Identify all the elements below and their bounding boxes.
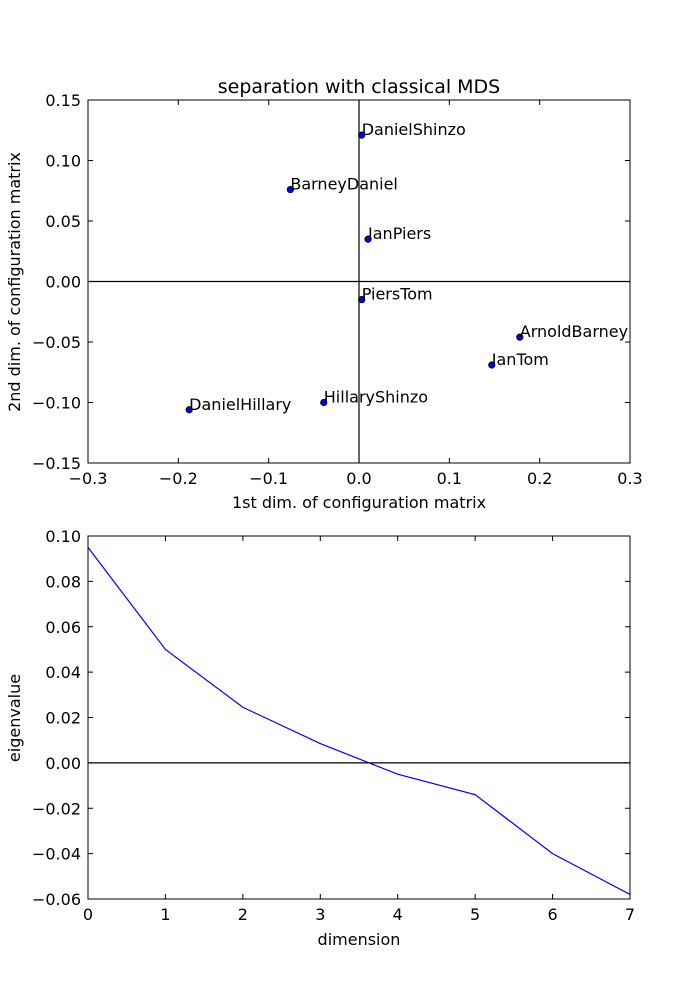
x-tick-label: 2 (238, 905, 248, 924)
tick-layer: −0.3 −0.2 −0.1 0.0 0.1 0.2 0.3 −0.15 −0.10 −0.05 0… (32, 91, 643, 488)
y-tick-label: 0.00 (45, 754, 81, 773)
x-axis-label: dimension (318, 930, 401, 949)
plot-frame (87, 99, 631, 464)
data-point-label: JanPiers (367, 224, 431, 243)
x-tick-label: 5 (470, 905, 480, 924)
x-tick-label: 1 (160, 905, 170, 924)
data-point (320, 398, 328, 407)
x-tick-label: 3 (315, 905, 325, 924)
y-tick-label: 0.15 (45, 91, 81, 110)
y-tick-label: −0.15 (32, 454, 81, 473)
x-tick-label: 0.0 (346, 469, 371, 488)
y-axis-label: eigenvalue (5, 674, 24, 762)
plot-frame (87, 535, 631, 900)
y-tick-label: −0.02 (32, 799, 81, 818)
x-tick-label: 0.3 (617, 469, 642, 488)
data-point (358, 131, 366, 139)
x-tick-label: −0.2 (159, 469, 198, 488)
tick-layer: 0 1 2 3 4 5 6 7 −0.06 −0.04 −0.02 0.00 0.02 0.04 0.06 0… (32, 527, 635, 924)
data-point (516, 333, 524, 341)
reference-lines (88, 100, 630, 463)
x-axis-label: 1st dim. of configuration matrix (232, 493, 486, 512)
y-tick-label: 0.10 (45, 527, 81, 546)
data-point-label: DanielShinzo (362, 120, 466, 139)
y-axis-label: 2nd dim. of configuration matrix (5, 152, 24, 412)
x-tick-label: 6 (547, 905, 557, 924)
x-tick-label: −0.1 (249, 469, 288, 488)
data-point-label: PiersTom (362, 285, 433, 304)
chart-title: separation with classical MDS (218, 76, 500, 98)
x-tick-label: −0.3 (69, 469, 108, 488)
y-tick-label: 0.06 (45, 618, 81, 637)
y-tick-label: 0.00 (45, 273, 81, 292)
data-point (185, 406, 193, 414)
y-tick-label: −0.10 (32, 394, 81, 413)
y-tick-label: 0.04 (45, 663, 81, 682)
data-points (185, 131, 524, 414)
x-tick-label: 7 (625, 905, 635, 924)
data-point (364, 235, 372, 243)
y-tick-label: −0.05 (32, 333, 81, 352)
data-point (358, 296, 366, 304)
y-tick-label: 0.05 (45, 212, 81, 231)
y-tick-label: 0.02 (45, 709, 81, 728)
data-point-label: HillaryShinzo (324, 388, 428, 407)
data-point-label: ArnoldBarney (520, 322, 628, 341)
data-point-label: BarneyDaniel (290, 175, 398, 194)
data-point-label: JanTom (491, 350, 549, 369)
eigenvalue-line-chart: dimension eigenvalue 0 1 2 3 4 5 6 7 −0.06 −0.04 −… (5, 527, 635, 949)
x-tick-label: 0.1 (437, 469, 462, 488)
data-point (488, 361, 496, 369)
y-tick-label: −0.04 (32, 845, 81, 864)
data-point-labels: DanielShinzo BarneyDaniel JanPiers PiersTom… (189, 120, 628, 414)
eigenvalue-series-line (87, 546, 631, 895)
data-point (286, 185, 294, 194)
mds-scatter-chart: separation with classical MDS 1st dim. o… (5, 76, 643, 512)
x-tick-label: 0 (83, 905, 93, 924)
y-tick-label: 0.10 (45, 152, 81, 171)
series-layer (87, 546, 631, 895)
y-tick-label: 0.08 (45, 572, 81, 591)
data-point-label: DanielHillary (189, 395, 291, 414)
x-tick-label: 0.2 (527, 469, 552, 488)
x-tick-label: 4 (393, 905, 403, 924)
y-tick-label: −0.06 (32, 890, 81, 909)
